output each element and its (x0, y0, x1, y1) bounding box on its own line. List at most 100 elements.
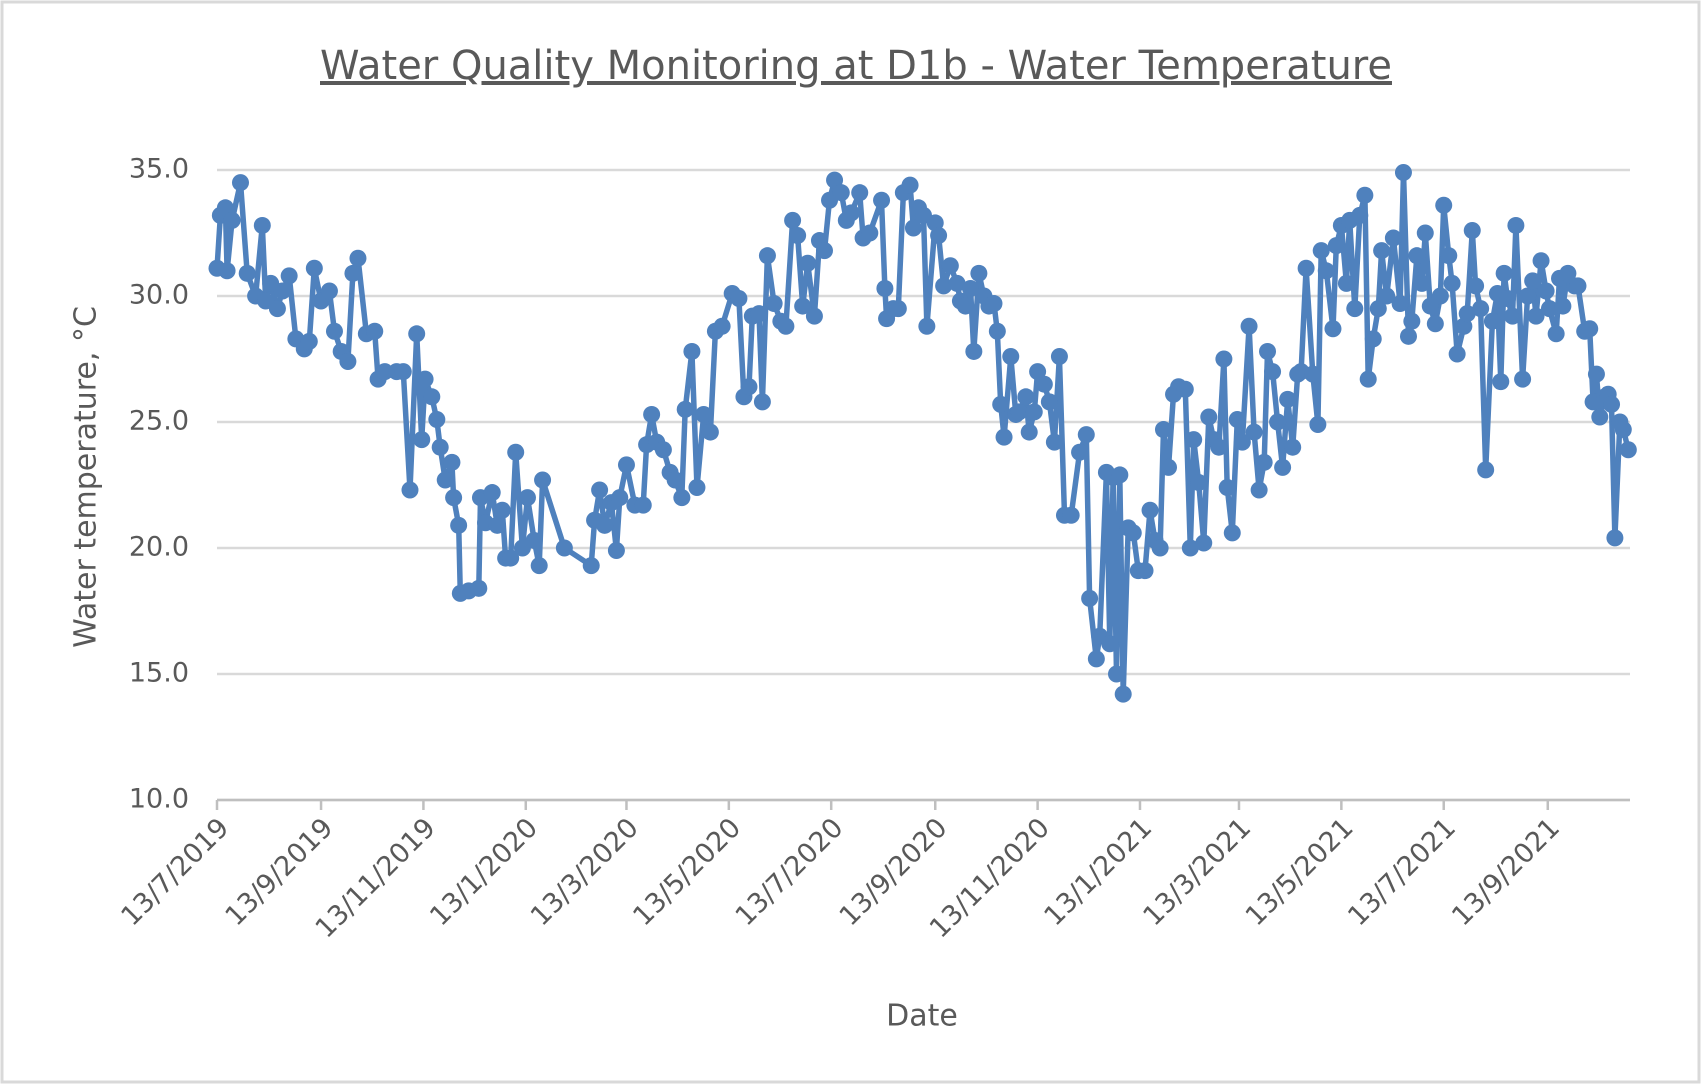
data-point (1603, 395, 1621, 413)
data-point (1111, 466, 1129, 484)
data-point (753, 393, 771, 411)
data-point (1416, 224, 1434, 242)
data-point (941, 257, 959, 275)
data-point (1472, 300, 1490, 318)
data-point (1087, 650, 1105, 668)
data-point (750, 305, 768, 323)
data-point (1554, 297, 1572, 315)
data-point (1284, 438, 1302, 456)
data-point (1458, 305, 1476, 323)
data-point (1448, 345, 1466, 363)
data-point (1440, 247, 1458, 265)
data-point (1527, 307, 1545, 325)
data-point (1017, 388, 1035, 406)
data-point (445, 489, 463, 507)
data-point (1195, 534, 1213, 552)
data-point (1403, 312, 1421, 330)
data-point (450, 516, 468, 534)
data-point (1477, 461, 1495, 479)
data-point (1346, 300, 1364, 318)
data-point (666, 471, 684, 489)
data-point (740, 378, 758, 396)
data-point (408, 325, 426, 343)
data-point (493, 501, 511, 519)
data-point (1190, 473, 1208, 491)
data-point (325, 322, 343, 340)
data-point (1141, 501, 1159, 519)
data-point (401, 481, 419, 499)
data-point (1514, 370, 1532, 388)
data-point (1317, 262, 1335, 280)
data-point (1504, 307, 1522, 325)
data-point (794, 297, 812, 315)
data-point (320, 282, 338, 300)
data-point (555, 539, 573, 557)
data-point (713, 317, 731, 335)
data-point (765, 295, 783, 313)
data-point (730, 290, 748, 308)
data-point (873, 191, 891, 209)
data-point (1467, 277, 1485, 295)
data-point (985, 295, 1003, 313)
data-point (1136, 562, 1154, 580)
data-point (1351, 206, 1369, 224)
data-point (861, 224, 879, 242)
data-point (1537, 282, 1555, 300)
data-point (842, 204, 860, 222)
data-point (1154, 421, 1172, 439)
data-point (1025, 403, 1043, 421)
data-point (1297, 259, 1315, 277)
data-point (1050, 347, 1068, 365)
data-point (1176, 380, 1194, 398)
data-point (1077, 426, 1095, 444)
data-point (1312, 242, 1330, 260)
data-point (483, 484, 501, 502)
data-point (901, 176, 919, 194)
data-point (394, 363, 412, 381)
data-point (470, 579, 488, 597)
data-point (1356, 186, 1374, 204)
data-point (268, 300, 286, 318)
data-point (216, 199, 234, 217)
data-point (218, 262, 236, 280)
data-point (688, 479, 706, 497)
data-point (1483, 312, 1501, 330)
data-point (507, 443, 525, 461)
data-point (1114, 685, 1132, 703)
data-point (1495, 264, 1513, 282)
data-point (1218, 479, 1236, 497)
data-point (231, 174, 249, 192)
data-point (1040, 393, 1058, 411)
data-point (805, 307, 823, 325)
y-axis-title: Water temperature, °C (69, 306, 104, 648)
data-point (300, 332, 318, 350)
data-point (1498, 290, 1516, 308)
data-point (799, 254, 817, 272)
data-point (416, 370, 434, 388)
data-point (1540, 300, 1558, 318)
data-point (611, 489, 629, 507)
data-point (591, 481, 609, 499)
data-point (1463, 221, 1481, 239)
data-point (995, 428, 1013, 446)
data-point (280, 267, 298, 285)
data-point (904, 219, 922, 237)
data-point (1524, 272, 1542, 290)
data-point (253, 216, 271, 234)
data-point (1062, 506, 1080, 524)
data-point (238, 264, 256, 282)
y-tick-label: 30.0 (129, 280, 189, 311)
data-point (436, 471, 454, 489)
data-point (1259, 342, 1277, 360)
data-point (1309, 416, 1327, 434)
data-point (1435, 196, 1453, 214)
data-point (1619, 441, 1637, 459)
data-point (1359, 370, 1377, 388)
data-point (1399, 327, 1417, 345)
data-point (443, 453, 461, 471)
data-point (1245, 423, 1263, 441)
y-tick-label: 10.0 (129, 784, 189, 815)
data-point (1614, 421, 1632, 439)
